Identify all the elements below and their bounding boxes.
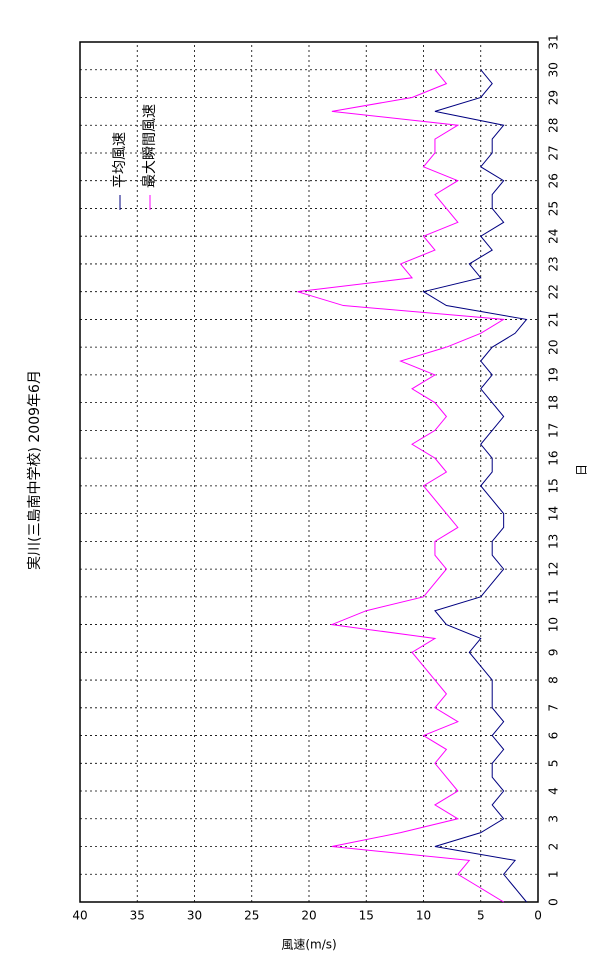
x-tick-label: 15 <box>547 478 561 493</box>
x-tick-label: 26 <box>547 173 561 188</box>
y-tick-label: 5 <box>477 909 485 923</box>
x-tick-label: 8 <box>547 676 561 684</box>
y-tick-label: 10 <box>416 909 431 923</box>
x-tick-label: 5 <box>547 759 561 767</box>
series-line <box>422 69 528 903</box>
x-tick-label: 25 <box>547 201 561 216</box>
x-axis-label: 日 <box>575 464 589 476</box>
x-tick-label: 7 <box>547 704 561 712</box>
x-tick-label: 9 <box>547 649 561 657</box>
x-tick-label: 22 <box>547 284 561 299</box>
x-tick-label: 10 <box>547 617 561 632</box>
series-line <box>297 69 506 903</box>
x-tick-label: 3 <box>547 815 561 823</box>
y-tick-label: 30 <box>187 909 202 923</box>
x-tick-label: 17 <box>547 423 561 438</box>
x-tick-label: 16 <box>547 450 561 465</box>
y-tick-label: 35 <box>130 909 145 923</box>
x-tick-label: 23 <box>547 256 561 271</box>
legend-label: 平均風速 <box>112 132 128 188</box>
x-tick-label: 11 <box>547 589 561 604</box>
legend-label: 最大瞬間風速 <box>142 104 158 188</box>
x-tick-label: 27 <box>547 145 561 160</box>
x-tick-label: 18 <box>547 395 561 410</box>
x-tick-label: 19 <box>547 367 561 382</box>
x-tick-label: 4 <box>547 787 561 795</box>
x-tick-label: 0 <box>547 898 561 906</box>
y-axis-label: 風速(m/s) <box>281 938 336 952</box>
y-tick-label: 25 <box>244 909 259 923</box>
x-tick-label: 20 <box>547 340 561 355</box>
x-tick-label: 14 <box>547 506 561 521</box>
y-tick-label: 15 <box>359 909 374 923</box>
x-tick-label: 29 <box>547 90 561 105</box>
x-tick-label: 24 <box>547 229 561 244</box>
x-tick-label: 21 <box>547 312 561 327</box>
x-tick-label: 2 <box>547 843 561 851</box>
x-tick-label: 31 <box>547 34 561 49</box>
x-tick-label: 30 <box>547 62 561 77</box>
y-tick-label: 20 <box>301 909 316 923</box>
x-tick-label: 1 <box>547 870 561 878</box>
y-tick-label: 40 <box>72 909 87 923</box>
plot-frame <box>79 41 539 903</box>
y-tick-label: 0 <box>534 909 542 923</box>
x-tick-label: 6 <box>547 732 561 740</box>
chart-title: 実川(三島南中学校) 2009年6月 <box>26 370 43 570</box>
chart-body: 実川(三島南中学校) 2009年6月 日 風速(m/s) 01234567891… <box>26 34 589 951</box>
x-tick-label: 12 <box>547 561 561 576</box>
x-tick-label: 13 <box>547 534 561 549</box>
x-tick-label: 28 <box>547 118 561 133</box>
